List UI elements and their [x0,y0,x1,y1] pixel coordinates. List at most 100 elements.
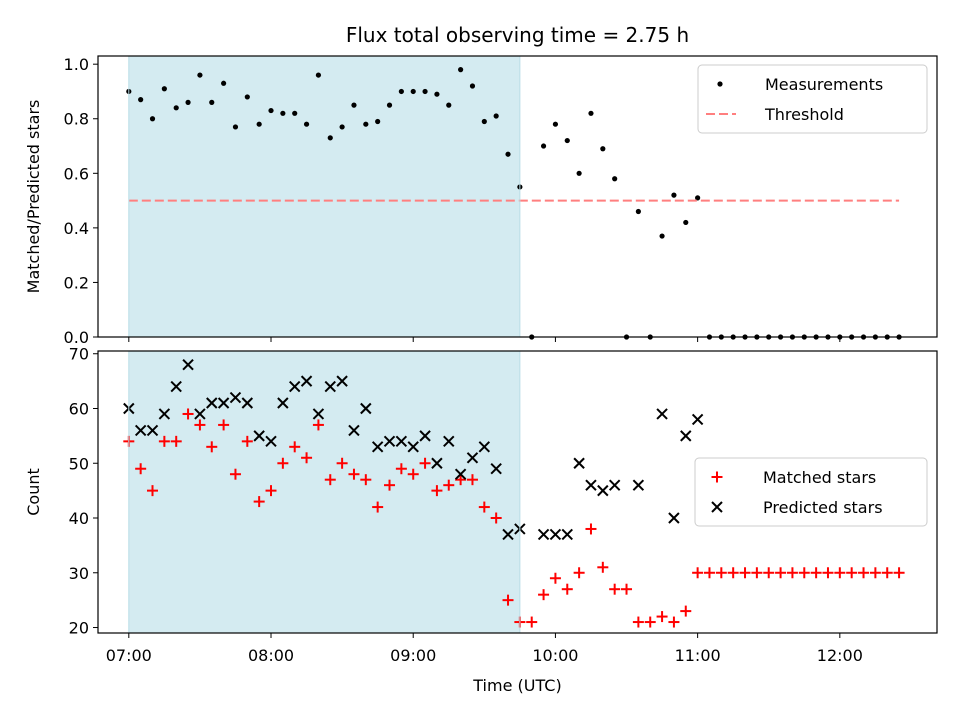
y-tick-label: 0.4 [64,219,89,238]
measurement-point [446,102,452,108]
matched-star-point [158,435,170,447]
predicted-star-point [182,358,194,371]
predicted-star-point [573,457,585,469]
predicted-star-point [265,435,277,448]
matched-star-point [170,435,182,447]
predicted-star-point [585,479,597,491]
predicted-star-point [597,484,609,497]
measurement-point [327,135,333,141]
matched-star-point [834,567,846,579]
bottom-panel-y-ticks: 20 30 40 50 60 70 [69,345,98,638]
matched-star-point [597,561,609,573]
measurement-point [197,72,203,78]
x-tick-label: 08:00 [248,646,294,665]
predicted-star-point [502,528,514,541]
measurement-point [588,110,594,116]
measurement-point [612,176,618,182]
measurement-point [292,110,298,116]
measurement-point [363,121,369,127]
matched-star-point [289,441,301,453]
measurement-point [375,118,381,125]
y-tick-label: 1.0 [64,55,89,74]
y-tick-label: 0.8 [64,110,89,129]
legend-handle-matched [711,471,723,483]
matched-star-point [395,463,407,475]
legend-label: Matched stars [763,468,876,487]
x-tick-label: 12:00 [817,646,863,665]
matched-star-point [182,408,194,420]
measurement-point [280,110,286,116]
measurement-point [209,99,215,105]
predicted-star-point [561,528,573,541]
matched-star-point [549,572,561,584]
predicted-star-point [134,424,147,437]
predicted-star-point [170,380,182,393]
predicted-star-point [324,380,336,393]
predicted-star-point [431,457,443,469]
measurement-point [351,102,357,108]
predicted-star-point [194,408,206,420]
measurement-point [481,118,487,125]
predicted-star-point [478,441,491,453]
observing-window-shading [128,351,520,633]
measurement-point [600,146,606,152]
top-panel-y-ticks: 0.0 0.2 0.4 0.6 0.8 1.0 [64,55,98,347]
predicted-star-point [241,397,254,409]
matched-star-point [573,567,585,579]
matched-star-point [384,479,396,491]
measurement-point [386,102,393,108]
matched-star-point [301,452,313,464]
y-tick-label: 0.6 [64,164,89,183]
matched-star-point [229,468,241,480]
matched-star-point [727,567,739,579]
matched-star-point [585,523,597,535]
measurement-point [161,86,167,92]
matched-star-point [455,474,467,486]
predicted-star-point [253,430,265,442]
measurement-point [410,88,416,95]
measurement-point [469,83,476,89]
predicted-star-point [229,391,242,404]
matched-star-point [502,594,514,606]
measurement-point [339,124,345,130]
matched-star-point [147,485,159,497]
predicted-star-point [454,468,467,480]
measurement-point [268,107,274,114]
measurement-point [552,121,559,127]
matched-star-point [431,485,443,497]
matched-star-point [218,419,230,431]
measurement-point [434,91,440,97]
predicted-star-point [608,479,621,491]
measurement-point [576,170,582,176]
legend-label: Predicted stars [763,498,883,517]
matched-star-point [194,419,206,431]
y-tick-label: 0.2 [64,273,89,292]
measurement-point [398,88,404,95]
predicted-star-point [158,408,171,420]
matched-star-point [336,457,348,469]
matched-star-point [893,567,905,579]
bottom-panel-x-ticks: 07:00 08:00 09:00 10:00 11:00 12:00 [106,633,863,665]
matched-star-point [324,474,336,486]
measurement-point [671,192,677,198]
x-tick-label: 07:00 [106,646,152,665]
predicted-star-point [312,408,325,420]
top-panel-legend: Measurements Threshold [697,64,928,134]
predicted-star-point [206,397,218,409]
predicted-star-point [443,435,455,448]
y-tick-label: 50 [69,454,89,473]
predicted-star-point [680,430,692,442]
predicted-star-point [383,435,396,448]
predicted-star-point [217,397,230,409]
matched-star-point [407,468,419,480]
matched-star-point [466,474,478,486]
matched-star-point [680,605,692,617]
matched-star-point [348,468,360,480]
predicted-star-point [146,424,159,437]
matched-star-point [692,567,704,579]
predicted-star-point [537,528,550,541]
matched-star-point [419,457,431,469]
matched-star-point [277,457,289,469]
x-tick-label: 09:00 [390,646,436,665]
